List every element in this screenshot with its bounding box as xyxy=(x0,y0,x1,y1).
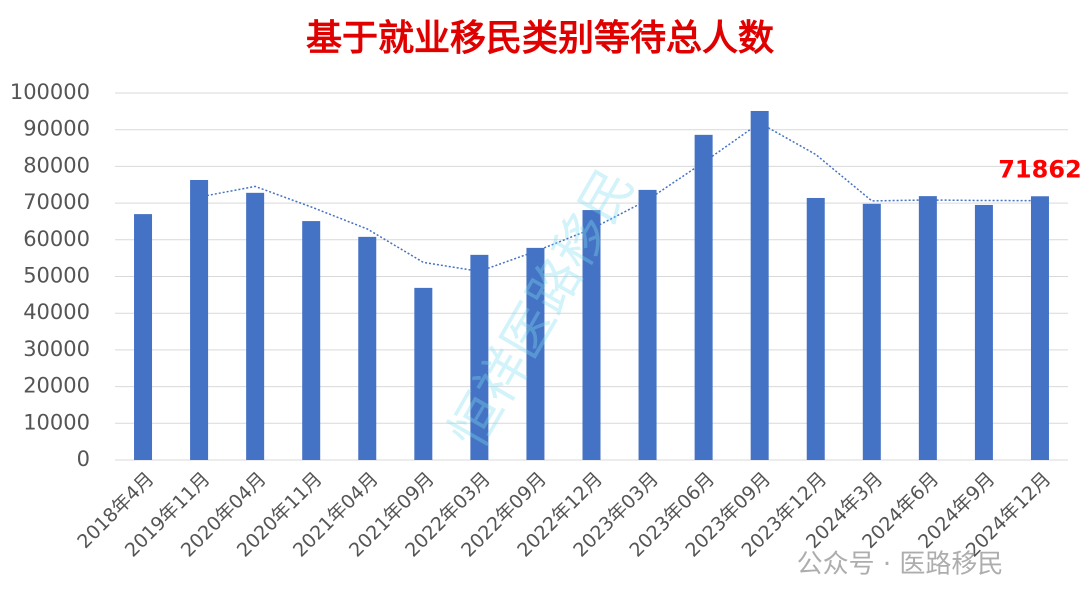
y-tick-label: 90000 xyxy=(23,117,90,141)
bar xyxy=(806,197,825,460)
bar xyxy=(246,192,265,460)
value-label: 71862 xyxy=(998,155,1080,183)
y-tick-label: 50000 xyxy=(23,264,90,288)
y-tick-label: 10000 xyxy=(23,410,90,434)
bar xyxy=(862,203,881,461)
y-tick-label: 100000 xyxy=(10,80,90,104)
bar xyxy=(470,254,489,460)
bar xyxy=(974,204,993,460)
bar xyxy=(134,214,153,460)
y-tick-label: 70000 xyxy=(23,190,90,214)
y-tick-label: 60000 xyxy=(23,227,90,251)
bar xyxy=(918,196,937,460)
y-tick-label: 80000 xyxy=(23,153,90,177)
y-tick-label: 40000 xyxy=(23,300,90,324)
bar xyxy=(1030,196,1049,460)
chart-title: 基于就业移民类别等待总人数 xyxy=(306,18,774,59)
bar xyxy=(358,236,377,460)
bar xyxy=(302,221,321,460)
bar xyxy=(526,247,545,460)
bar xyxy=(582,210,601,460)
y-tick-label: 20000 xyxy=(23,374,90,398)
y-tick-label: 0 xyxy=(77,447,90,471)
watermark: 公众号 · 医路移民 xyxy=(797,550,1004,580)
bar xyxy=(750,110,769,460)
y-tick-label: 30000 xyxy=(23,337,90,361)
bar xyxy=(638,189,657,460)
bar xyxy=(190,179,209,460)
bar xyxy=(414,287,433,460)
bar xyxy=(694,134,713,460)
